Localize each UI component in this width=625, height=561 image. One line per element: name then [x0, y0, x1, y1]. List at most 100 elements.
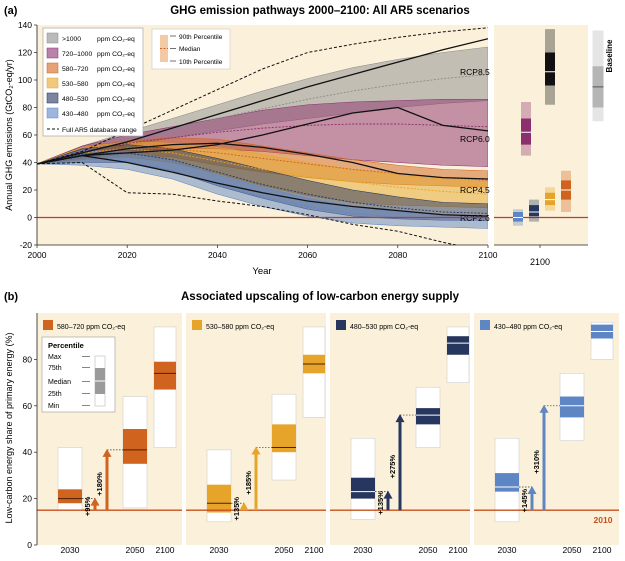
side-iqr-4: [521, 118, 531, 145]
legend-label-2: 580–720: [62, 66, 89, 73]
subpanel-2: 480–530 ppm CO₂-eq +135% +275% 2030 2050 2100: [330, 313, 470, 555]
baseline-label: Baseline: [605, 39, 614, 72]
x-tick-label-0: 2000: [28, 250, 47, 260]
subpanel-legend-swatch-0: [43, 320, 53, 330]
subpanel-legend-swatch-3: [480, 320, 490, 330]
subpanel-1: 530–580 ppm CO₂-eq +135%+185% 2030 2050 2100: [186, 313, 326, 555]
panel-a-xlabel: Year: [252, 266, 271, 277]
percentile-median-label: Median: [179, 46, 201, 53]
x-tick-label-2-2: 2100: [449, 545, 468, 555]
database-range-upper: [37, 27, 488, 165]
x-tick-label-4: 2080: [388, 250, 407, 260]
rcp-line-1: [37, 106, 488, 165]
panel-b-title: Associated upscaling of low-carbon energ…: [181, 291, 460, 303]
y-tick-label-7: 120: [18, 48, 32, 58]
x-tick-label-1-1: 2050: [275, 545, 294, 555]
increase-2050-1: +185%: [244, 471, 253, 495]
y-tick-label-4: 60: [23, 130, 33, 140]
x-tick-label-1: 2020: [118, 250, 137, 260]
panel-a-legend: >1000 ppm CO₂-eq 720–1000 ppm CO₂-eq 580–720…: [42, 27, 144, 137]
x-tick-label-2-0: 2030: [354, 545, 373, 555]
percentile-key-label-4: Min: [48, 403, 59, 410]
subpanel-legend-label-3: 430–480 ppm CO₂-eq: [494, 324, 562, 331]
y-tick-label-2: 20: [23, 185, 33, 195]
x-tick-label-2: 2040: [208, 250, 227, 260]
increase-2030-2: +135%: [376, 491, 385, 515]
legend-unit-0: ppm CO₂-eq: [97, 36, 135, 43]
percentile-key-title: Percentile: [48, 341, 84, 350]
legend-label-5: 430–480: [62, 111, 89, 118]
panel-a-axes: RCP8.5RCP6.0RCP4.5RCP2.6-200204060801001…: [18, 20, 588, 260]
legend-unit-3: ppm CO₂-eq: [97, 81, 135, 88]
increase-2050-3: +310%: [532, 450, 541, 474]
rcp-line-3: [37, 154, 488, 217]
y-tick-label-8: 140: [18, 20, 32, 30]
median-line-0: [37, 74, 488, 165]
box-iqr-2-0: [351, 477, 375, 499]
box-iqr-0-0: [58, 489, 82, 504]
x-tick-label-1-0: 2030: [210, 545, 229, 555]
side-iqr-5: [545, 52, 555, 86]
legend-dashed-label: Full AR5 database range: [62, 127, 137, 134]
legend-unit-5: ppm CO₂-eq: [97, 111, 135, 118]
panel-b-axes: 2010 0 20 40 60 80 Percentile Max 75th Median 25th…: [23, 313, 613, 550]
y-tick-label-6: 100: [18, 75, 32, 85]
panel-a-ylabel: Annual GHG emissions (GtCO₂-eq/yr): [4, 59, 14, 211]
y-tick-label-5: 80: [23, 103, 33, 113]
arrow-head-1-1: [251, 446, 261, 455]
x-tick-label-3-2: 2100: [593, 545, 612, 555]
panel-b-label: (b): [4, 291, 18, 303]
increase-2030-1: +135%: [232, 497, 241, 521]
panel-a-side-xlabel: 2100: [530, 257, 550, 267]
side-iqr-1: [529, 205, 539, 217]
arrow-head-1-0: [239, 502, 249, 511]
y-tick-label-0: -20: [20, 240, 33, 250]
b-y-tick-label-4: 80: [23, 354, 33, 364]
rcp-line-2: [37, 142, 488, 180]
box-iqr-0-2: [154, 361, 176, 390]
x-tick-label-3-0: 2030: [498, 545, 517, 555]
legend-unit-1: ppm CO₂-eq: [97, 51, 135, 58]
x-tick-label-5: 2100: [479, 250, 498, 260]
database-range-lower: [37, 161, 459, 245]
arrow-head-0-1: [102, 448, 112, 457]
x-tick-label-1-2: 2100: [305, 545, 324, 555]
panel-a-title: GHG emission pathways 2000–2100: All AR5…: [170, 5, 470, 17]
side-iqr-2: [545, 192, 555, 206]
subpanel-legend-swatch-1: [192, 320, 202, 330]
subpanel-legend-label-0: 580–720 ppm CO₂-eq: [57, 324, 125, 331]
y-tick-label-3: 40: [23, 158, 33, 168]
median-line-5: [37, 156, 488, 221]
percentile-key-label-2: Median: [48, 379, 71, 386]
x-tick-label-0-1: 2050: [126, 545, 145, 555]
legend-swatch-5: [46, 107, 59, 119]
arrow-head-2-1: [395, 414, 405, 423]
arrow-head-0-0: [90, 497, 100, 506]
subpanel-legend-label-2: 480–530 ppm CO₂-eq: [350, 324, 418, 331]
box-iqr-3-0: [495, 473, 519, 492]
panel-a-percentile-legend: 90th Percentile Median 10th Percentile: [151, 28, 231, 70]
legend-swatch-1: [46, 47, 59, 59]
increase-2030-0: +95%: [83, 496, 92, 516]
rcp-line-0: [37, 38, 488, 165]
increase-2050-0: +180%: [95, 472, 104, 496]
panel-a-side-area: [494, 25, 588, 245]
box-iqr-2-2: [447, 336, 469, 355]
b-y-tick-label-2: 40: [23, 447, 33, 457]
legend-swatch-0: [46, 32, 59, 44]
percentile-key-label-1: 75th: [48, 365, 62, 372]
increase-2050-2: +275%: [388, 455, 397, 479]
subpanel-legend-label-1: 530–580 ppm CO₂-eq: [206, 324, 274, 331]
panel-a-side-bars: [494, 29, 604, 248]
legend-label-1: 720–1000: [62, 51, 92, 58]
y-tick-label-1: 0: [27, 213, 32, 223]
median-line-4: [37, 152, 488, 214]
legend-unit-2: ppm CO₂-eq: [97, 66, 135, 73]
increase-2030-3: +145%: [520, 488, 529, 512]
b-y-tick-label-1: 20: [23, 494, 33, 504]
median-line-3: [37, 148, 488, 195]
arrow-head-3-0: [527, 486, 537, 494]
legend-swatch-4: [46, 92, 59, 104]
box-iqr-0-1: [123, 429, 147, 464]
